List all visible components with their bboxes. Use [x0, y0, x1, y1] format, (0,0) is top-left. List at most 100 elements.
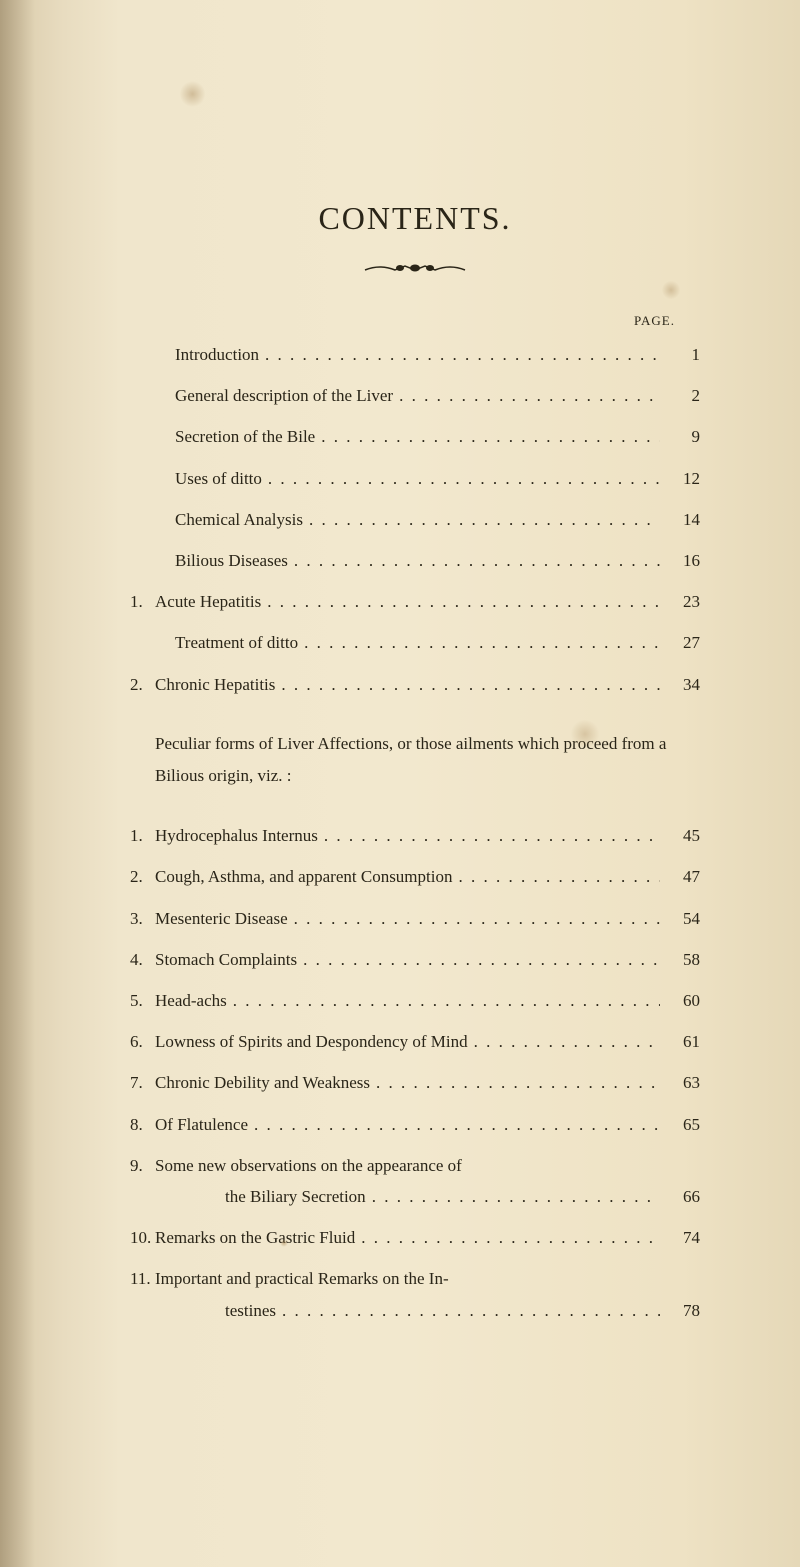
entry-text: Chronic Hepatitis: [155, 671, 275, 698]
entry-text: Some new observations on the appearance …: [155, 1152, 462, 1179]
entry-text: Cough, Asthma, and apparent Consumption: [155, 863, 452, 890]
entry-page-number: 27: [660, 629, 700, 656]
toc-entry: Treatment of ditto. . . . . . . . . . . …: [130, 629, 700, 656]
entry-page-number: 2: [660, 382, 700, 409]
toc-entry: 11.Important and practical Remarks on th…: [130, 1265, 700, 1292]
entry-text: Important and practical Remarks on the I…: [155, 1265, 449, 1292]
entry-number: 2.: [130, 863, 155, 890]
leader-dots: . . . . . . . . . . . . . . . . . . . . …: [275, 671, 660, 698]
leader-dots: . . . . . . . . . . . . . . . . . . . . …: [355, 1224, 660, 1251]
entry-page-number: 78: [660, 1297, 700, 1324]
entry-number: 2.: [130, 671, 155, 698]
leader-dots: . . . . . . . . . . . . . . . . . . . . …: [227, 987, 660, 1014]
leader-dots: . . . . . . . . . . . . . . . . . . . . …: [288, 905, 660, 932]
entry-number: 1.: [130, 822, 155, 849]
entry-text: Head-achs: [155, 987, 227, 1014]
leader-dots: . . . . . . . . . . . . . . . . . . . . …: [298, 629, 660, 656]
entry-text: Chronic Debility and Weakness: [155, 1069, 370, 1096]
entry-page-number: 16: [660, 547, 700, 574]
foxing-stain: [662, 280, 680, 300]
toc-entry: 8.Of Flatulence. . . . . . . . . . . . .…: [130, 1111, 700, 1138]
entry-page-number: 9: [660, 423, 700, 450]
leader-dots: . . . . . . . . . . . . . . . . . . . . …: [259, 341, 660, 368]
toc-entry: 4.Stomach Complaints. . . . . . . . . . …: [130, 946, 700, 973]
entry-text: testines: [225, 1297, 276, 1324]
toc-entry: the Biliary Secretion. . . . . . . . . .…: [225, 1183, 700, 1210]
toc-entry: General description of the Liver. . . . …: [130, 382, 700, 409]
leader-dots: . . . . . . . . . . . . . . . . . . . . …: [468, 1028, 660, 1055]
entry-number: 7.: [130, 1069, 155, 1096]
leader-dots: . . . . . . . . . . . . . . . . . . . . …: [288, 547, 660, 574]
entry-page-number: 65: [660, 1111, 700, 1138]
entry-page-number: 61: [660, 1028, 700, 1055]
toc-entry: 1.Hydrocephalus Internus. . . . . . . . …: [130, 822, 700, 849]
entry-text: Stomach Complaints: [155, 946, 297, 973]
entry-number: 1.: [130, 588, 155, 615]
toc-entry: 2.Chronic Hepatitis. . . . . . . . . . .…: [130, 671, 700, 698]
toc-entry: 3.Mesenteric Disease. . . . . . . . . . …: [130, 905, 700, 932]
entry-text: Remarks on the Gastric Fluid: [155, 1224, 355, 1251]
toc-entry: 6.Lowness of Spirits and Despondency of …: [130, 1028, 700, 1055]
entry-text: Treatment of ditto: [175, 629, 298, 656]
entry-number: 4.: [130, 946, 155, 973]
toc-entry: Bilious Diseases. . . . . . . . . . . . …: [130, 547, 700, 574]
entry-page-number: 34: [660, 671, 700, 698]
toc-entry: testines. . . . . . . . . . . . . . . . …: [225, 1297, 700, 1324]
entry-page-number: 66: [660, 1183, 700, 1210]
leader-dots: . . . . . . . . . . . . . . . . . . . . …: [303, 506, 660, 533]
leader-dots: . . . . . . . . . . . . . . . . . . . . …: [248, 1111, 660, 1138]
leader-dots: . . . . . . . . . . . . . . . . . . . . …: [261, 588, 660, 615]
entry-text: Lowness of Spirits and Despondency of Mi…: [155, 1028, 468, 1055]
entry-text: Bilious Diseases: [175, 547, 288, 574]
section-description: Peculiar forms of Liver Affections, or t…: [155, 728, 700, 793]
toc-entry: Uses of ditto. . . . . . . . . . . . . .…: [130, 465, 700, 492]
leader-dots: . . . . . . . . . . . . . . . . . . . . …: [318, 822, 660, 849]
entry-page-number: 12: [660, 465, 700, 492]
leader-dots: . . . . . . . . . . . . . . . . . . . . …: [370, 1069, 660, 1096]
toc-entry: Secretion of the Bile. . . . . . . . . .…: [130, 423, 700, 450]
entry-page-number: 58: [660, 946, 700, 973]
entry-number: 6.: [130, 1028, 155, 1055]
leader-dots: . . . . . . . . . . . . . . . . . . . . …: [366, 1183, 660, 1210]
entry-text: Acute Hepatitis: [155, 588, 261, 615]
foxing-stain: [180, 80, 205, 108]
entry-page-number: 45: [660, 822, 700, 849]
entry-text: Secretion of the Bile: [175, 423, 315, 450]
entry-text: the Biliary Secretion: [225, 1183, 366, 1210]
entry-page-number: 23: [660, 588, 700, 615]
toc-entry: 9.Some new observations on the appearanc…: [130, 1152, 700, 1179]
toc-entry: 2.Cough, Asthma, and apparent Consumptio…: [130, 863, 700, 890]
entry-text: Mesenteric Disease: [155, 905, 288, 932]
entry-page-number: 60: [660, 987, 700, 1014]
entry-page-number: 63: [660, 1069, 700, 1096]
entry-number: 3.: [130, 905, 155, 932]
leader-dots: . . . . . . . . . . . . . . . . . . . . …: [315, 423, 660, 450]
entry-number: 11.: [130, 1265, 155, 1292]
entry-page-number: 14: [660, 506, 700, 533]
toc-entry: 1.Acute Hepatitis. . . . . . . . . . . .…: [130, 588, 700, 615]
entry-text: Of Flatulence: [155, 1111, 248, 1138]
ornament-divider: [130, 262, 700, 283]
entry-text: Hydrocephalus Internus: [155, 822, 318, 849]
page-shadow: [0, 0, 35, 1567]
leader-dots: . . . . . . . . . . . . . . . . . . . . …: [262, 465, 660, 492]
leader-dots: . . . . . . . . . . . . . . . . . . . . …: [297, 946, 660, 973]
entry-text: Uses of ditto: [175, 465, 262, 492]
entry-number: 10.: [130, 1224, 155, 1251]
entry-page-number: 54: [660, 905, 700, 932]
page-column-header: PAGE.: [130, 313, 700, 329]
entry-text: General description of the Liver: [175, 382, 393, 409]
entry-number: 8.: [130, 1111, 155, 1138]
entry-page-number: 74: [660, 1224, 700, 1251]
entry-text: Chemical Analysis: [175, 506, 303, 533]
entry-number: 5.: [130, 987, 155, 1014]
leader-dots: . . . . . . . . . . . . . . . . . . . . …: [393, 382, 660, 409]
toc-entry: Chemical Analysis. . . . . . . . . . . .…: [130, 506, 700, 533]
toc-entry: 5.Head-achs. . . . . . . . . . . . . . .…: [130, 987, 700, 1014]
leader-dots: . . . . . . . . . . . . . . . . . . . . …: [276, 1297, 660, 1324]
entry-page-number: 47: [660, 863, 700, 890]
page-title: CONTENTS.: [130, 200, 700, 237]
entry-text: Introduction: [175, 341, 259, 368]
entry-page-number: 1: [660, 341, 700, 368]
entry-number: 9.: [130, 1152, 155, 1179]
